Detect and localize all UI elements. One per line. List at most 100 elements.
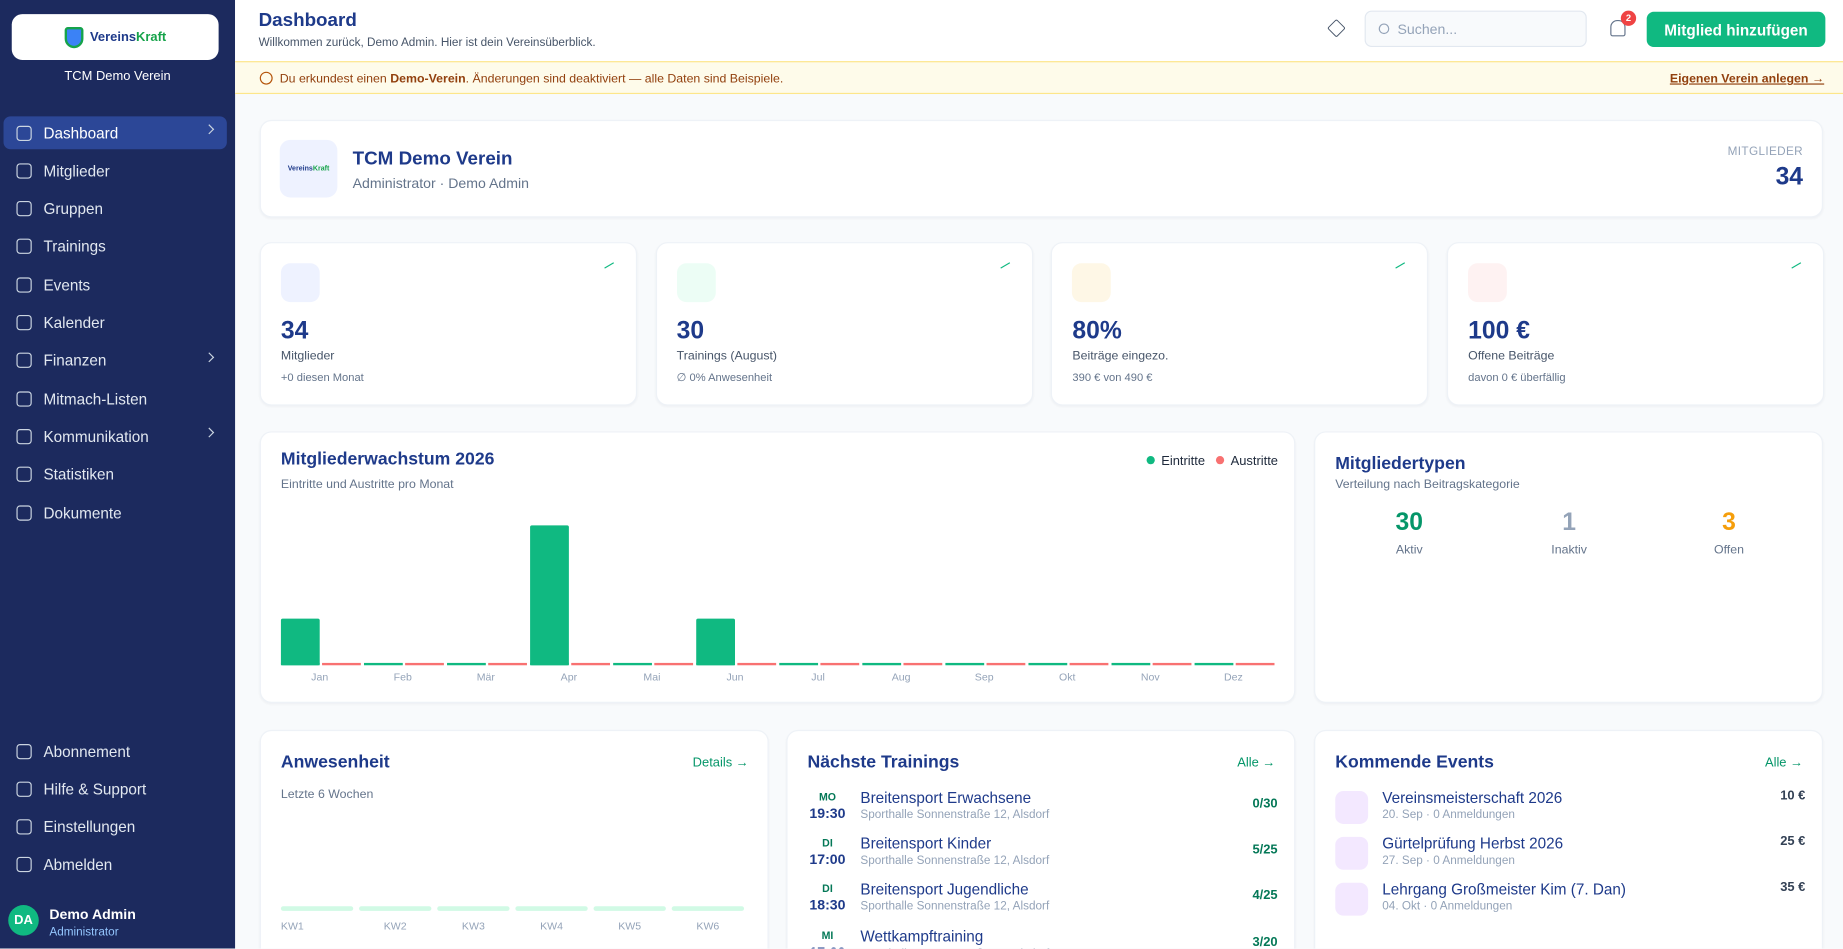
club-logo: Vereins Kraft xyxy=(279,139,338,198)
bar-baseline xyxy=(862,662,902,666)
card-subtitle: Verteilung nach Beitragskategorie xyxy=(1335,477,1520,492)
bar-baseline xyxy=(1028,662,1068,666)
training-time: 19:30 xyxy=(809,805,846,822)
nav-label: Hilfe & Support xyxy=(43,780,147,798)
x-tick-label: Mai xyxy=(643,672,660,684)
nav-label: Abonnement xyxy=(43,742,131,760)
banner-text: Du erkundest einen Demo-Verein. Änderung… xyxy=(280,72,784,86)
bar-track xyxy=(515,906,588,911)
event-price: 10 € xyxy=(1780,788,1806,803)
attendance-card: Anwesenheit Details → Letzte 6 Wochen KW1 KW… xyxy=(259,729,769,949)
trend-icon xyxy=(1000,262,1013,274)
bar-baseline xyxy=(322,662,361,666)
card-title: Mitgliedertypen xyxy=(1335,453,1466,474)
banner-link[interactable]: Eigenen Verein anlegen → xyxy=(1669,71,1825,86)
ai-button[interactable] xyxy=(1327,18,1346,38)
bar-baseline xyxy=(488,662,527,666)
nav-item[interactable]: Kalender xyxy=(4,306,227,339)
event-name: Lehrgang Großmeister Kim (7. Dan) xyxy=(1382,880,1626,899)
card-title: Nächste Trainings xyxy=(807,752,960,773)
nav-item[interactable]: Mitglieder xyxy=(4,154,227,187)
demo-banner: Du erkundest einen Demo-Verein. Änderung… xyxy=(235,61,1843,95)
nav-item[interactable]: Trainings xyxy=(4,230,227,263)
x-tick-label: Apr xyxy=(561,672,578,684)
club-role: Administrator · Demo Admin xyxy=(352,175,529,192)
bar-track xyxy=(280,906,354,911)
card-title: Anwesenheit xyxy=(280,752,390,773)
training-row[interactable]: MO 19:30 Breitensport Erwachsene Sporthalle… xyxy=(788,789,1297,831)
event-row[interactable]: Gürtelprüfung Herbst 2026 27. Sep · 0 Anm… xyxy=(1315,835,1824,877)
user[interactable]: DA Demo Admin Administrator xyxy=(0,899,235,948)
growth-chart: Mitgliederwachstum 2026 Eintritte und Aus… xyxy=(280,448,1278,684)
nav-label: Einstellungen xyxy=(43,818,136,836)
nav-icon xyxy=(16,743,32,759)
nav-icon xyxy=(16,163,32,179)
logo-shield xyxy=(64,26,83,48)
logo[interactable]: Vereins Kraft xyxy=(11,14,219,60)
card-action[interactable]: Alle → xyxy=(1764,755,1804,770)
club-title: TCM Demo Verein xyxy=(352,149,513,170)
x-tick-label: Nov xyxy=(1141,672,1161,684)
bar-track xyxy=(593,906,666,911)
notification-bell[interactable] xyxy=(1610,19,1626,37)
search-input[interactable]: Suchen... xyxy=(1364,10,1587,48)
card-action[interactable]: Details → xyxy=(692,755,749,770)
nav-item[interactable]: Mitmach-Listen xyxy=(4,382,227,415)
x-tick-label: KW2 xyxy=(384,921,407,933)
x-tick-label: KW1 xyxy=(281,921,304,933)
stat-label: Mitglieder xyxy=(280,349,335,364)
card-action[interactable]: Alle → xyxy=(1237,755,1276,770)
nav-label: Abmelden xyxy=(43,856,113,874)
bar xyxy=(696,618,736,666)
event-meta: 20. Sep · 0 Anmeldungen xyxy=(1382,808,1515,822)
training-day: MO xyxy=(818,791,836,803)
stat-icon xyxy=(676,263,716,303)
nav-icon xyxy=(16,466,32,483)
nav-item[interactable]: Hilfe & Support xyxy=(4,773,227,806)
training-row[interactable]: MI17:00WettkampftrainingSporthalle Sonne… xyxy=(788,927,1297,949)
training-name: Wettkampftraining xyxy=(860,926,984,945)
nav-icon xyxy=(16,352,32,369)
nav-item[interactable]: Events xyxy=(4,268,227,301)
event-row[interactable]: Lehrgang Großmeister Kim (7. Dan) 04. Okt… xyxy=(1315,881,1824,923)
training-row[interactable]: DI 17:00 Breitensport Kinder Sporthalle Son… xyxy=(788,835,1297,877)
nav-item[interactable]: Gruppen xyxy=(4,192,227,225)
stat-sub: +0 diesen Monat xyxy=(280,371,364,385)
nav-item[interactable]: Finanzen xyxy=(4,344,227,377)
banner-text-part: . Änderungen sind deaktiviert — alle Dat… xyxy=(465,71,784,86)
training-row[interactable]: DI 18:30 Breitensport Jugendliche Sporthall… xyxy=(788,881,1297,923)
legend-label: Eintritte xyxy=(1161,453,1205,468)
event-row[interactable]: Vereinsmeisterschaft 2026 20. Sep · 0 Anm… xyxy=(1315,789,1824,831)
add-member-button[interactable]: Mitglied hinzufügen xyxy=(1646,11,1826,48)
stat-label: Beiträge eingezo. xyxy=(1072,349,1169,364)
notification-badge: 2 xyxy=(1620,10,1637,26)
nav-item[interactable]: Dokumente xyxy=(4,496,227,529)
event-meta: 27. Sep · 0 Anmeldungen xyxy=(1382,854,1515,868)
stat-sub: 390 € von 490 € xyxy=(1072,371,1153,385)
nav-item[interactable]: Kommunikation xyxy=(4,420,227,453)
nav-chevron xyxy=(204,352,215,363)
training-location: Sporthalle Sonnenstraße 12, Alsdorf xyxy=(860,900,1050,914)
nav-item[interactable]: Statistiken xyxy=(4,458,227,491)
x-tick-label: KW4 xyxy=(540,921,563,933)
stat-label: Offene Beiträge xyxy=(1468,349,1555,364)
nav-icon xyxy=(16,390,32,407)
bar-baseline xyxy=(986,662,1026,666)
training-name: Breitensport Kinder xyxy=(860,834,992,853)
stat-icon xyxy=(280,263,320,303)
info-icon xyxy=(259,71,273,85)
nav-item[interactable]: Abonnement xyxy=(4,735,227,768)
bar-baseline xyxy=(779,662,819,666)
nav-item[interactable]: Dashboard xyxy=(3,116,227,150)
stat-card: 34 Mitglieder +0 diesen Monat xyxy=(259,242,638,406)
nav-item[interactable]: Einstellungen xyxy=(4,811,227,844)
stat-value: 30 xyxy=(676,317,705,345)
bar xyxy=(280,618,320,666)
bar-baseline xyxy=(1111,662,1151,666)
nav-item[interactable]: Abmelden xyxy=(4,848,227,881)
bar-baseline xyxy=(571,662,611,666)
stat-value: 34 xyxy=(280,317,309,345)
event-icon xyxy=(1335,883,1369,917)
nav-icon xyxy=(16,819,32,835)
